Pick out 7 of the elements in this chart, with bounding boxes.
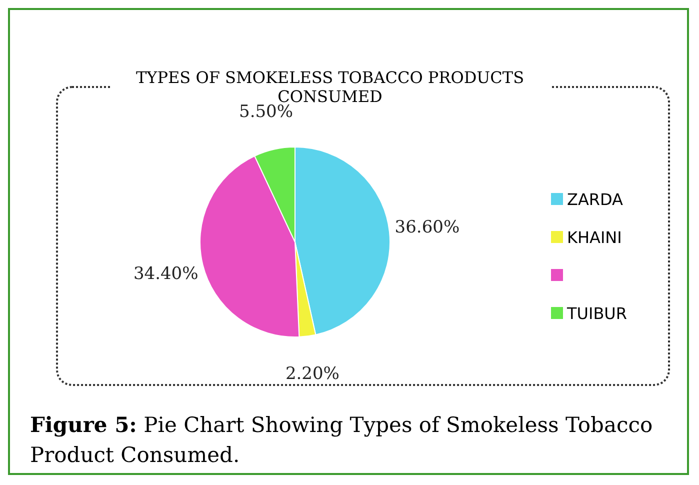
data-label: 34.40% bbox=[133, 264, 198, 284]
legend-label: ZARDA bbox=[566, 190, 623, 208]
caption: Figure 5: Pie Chart Showing Types of Smokeless Tobacco Product Consumed. bbox=[29, 411, 654, 469]
legend-label: TUIBUR bbox=[566, 304, 627, 322]
data-label: 2.20% bbox=[285, 364, 340, 384]
data-label: 36.60% bbox=[394, 217, 460, 238]
legend-label: KHAINI bbox=[566, 228, 622, 246]
